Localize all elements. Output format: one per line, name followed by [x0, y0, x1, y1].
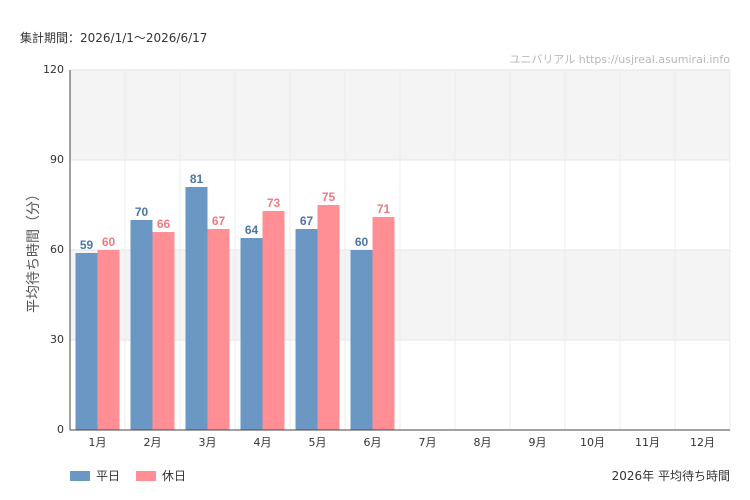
- x-tick-label: 3月: [199, 436, 217, 449]
- legend-item-weekday[interactable]: 平日: [70, 467, 120, 484]
- legend-swatch-weekday: [70, 470, 90, 481]
- bar-weekday-4[interactable]: [240, 238, 263, 430]
- bar-weekday-6[interactable]: [350, 250, 373, 430]
- x-tick-label: 6月: [364, 436, 382, 449]
- data-labels: 59 70 81 64 67 60 60 66 67 73 75 71: [80, 172, 391, 252]
- y-tick-label: 90: [50, 153, 64, 166]
- data-label: 67: [300, 214, 314, 228]
- bar-weekday-1[interactable]: [75, 253, 98, 430]
- axes: [69, 70, 730, 431]
- legend: 平日 休日: [70, 467, 186, 484]
- x-tick-label: 8月: [474, 436, 492, 449]
- x-tick-label: 1月: [89, 436, 107, 449]
- data-label: 73: [267, 196, 281, 210]
- data-label: 64: [245, 223, 259, 237]
- y-axis-label: 平均待ち時間（分）: [26, 187, 42, 313]
- x-tick-labels: 1月 2月 3月 4月 5月 6月 7月 8月 9月 10月 11月 12月: [89, 436, 716, 449]
- y-tick-label: 60: [50, 243, 64, 256]
- bar-holiday-6[interactable]: [372, 217, 395, 430]
- legend-label-weekday: 平日: [96, 469, 121, 483]
- x-tick-label: 9月: [529, 436, 547, 449]
- period-label: 集計期間：2026/1/1～2026/6/17: [20, 31, 208, 45]
- data-label: 60: [355, 235, 369, 249]
- bar-holiday-1[interactable]: [97, 250, 120, 430]
- x-tick-label: 12月: [690, 436, 715, 449]
- x-tick-label: 7月: [419, 436, 437, 449]
- x-tick-label: 4月: [254, 436, 272, 449]
- x-tick-label: 11月: [635, 436, 660, 449]
- bar-weekday-3[interactable]: [185, 187, 208, 430]
- bar-holiday-4[interactable]: [262, 211, 285, 430]
- legend-label-holiday: 休日: [162, 469, 187, 483]
- data-label: 66: [157, 217, 171, 231]
- y-tick-labels: 0 30 60 90 120: [43, 63, 64, 436]
- y-tick-label: 0: [57, 423, 64, 436]
- bars: [75, 187, 395, 430]
- x-tick-label: 5月: [309, 436, 327, 449]
- bar-holiday-5[interactable]: [317, 205, 340, 430]
- data-label: 71: [377, 202, 391, 216]
- data-label: 60: [102, 235, 116, 249]
- watermark-text: ユニバリアル https://usjreal.asumirai.info: [509, 53, 730, 66]
- legend-item-holiday[interactable]: 休日: [136, 467, 186, 484]
- chart-title: 2026年 平均待ち時間: [611, 469, 730, 483]
- y-tick-label: 120: [43, 63, 64, 76]
- bar-weekday-2[interactable]: [130, 220, 153, 430]
- bar-holiday-2[interactable]: [152, 232, 175, 430]
- data-label: 59: [80, 238, 94, 252]
- legend-swatch-holiday: [136, 470, 157, 481]
- bar-holiday-3[interactable]: [207, 229, 230, 430]
- data-label: 75: [322, 190, 336, 204]
- x-tick-label: 2月: [144, 436, 162, 449]
- data-label: 67: [212, 214, 226, 228]
- data-label: 70: [135, 205, 149, 219]
- y-tick-label: 30: [50, 333, 64, 346]
- data-label: 81: [190, 172, 204, 186]
- x-tick-label: 10月: [580, 436, 605, 449]
- bar-weekday-5[interactable]: [295, 229, 318, 430]
